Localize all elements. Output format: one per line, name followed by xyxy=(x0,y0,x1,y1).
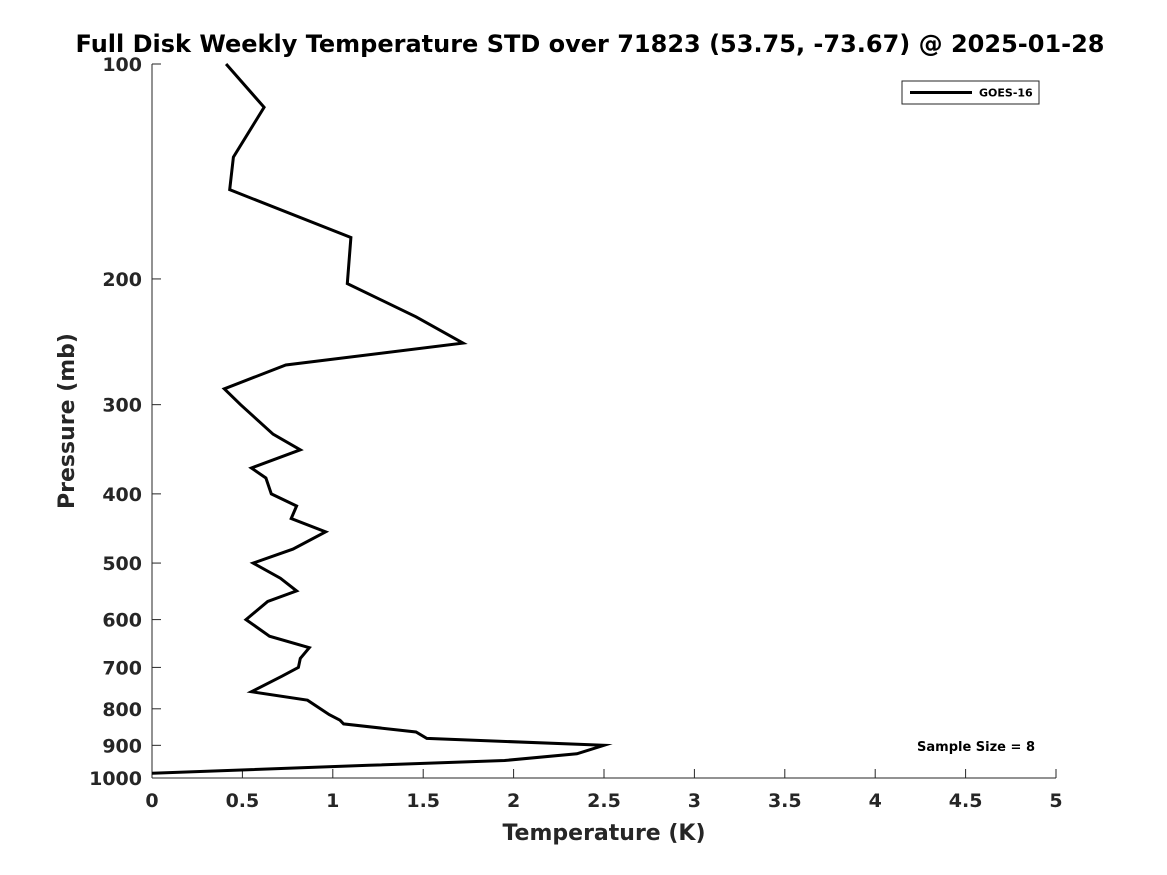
x-tick-label: 4.5 xyxy=(949,790,983,812)
y-tick-label: 100 xyxy=(102,54,142,76)
x-tick-label: 5 xyxy=(1049,790,1062,812)
y-tick-label: 900 xyxy=(102,735,142,757)
x-tick-label: 3 xyxy=(688,790,701,812)
axes xyxy=(151,64,1056,779)
y-ticks: 100 200 300 400 500 600 700 800 900 1000 xyxy=(89,54,161,790)
y-tick-label: 700 xyxy=(102,657,142,679)
series-line-goes-16 xyxy=(151,63,613,775)
sample-size-annotation: Sample Size = 8 xyxy=(917,740,1035,755)
y-tick-label: 500 xyxy=(102,553,142,575)
x-axis-label: Temperature (K) xyxy=(502,821,705,846)
legend-label-goes-16: GOES-16 xyxy=(979,87,1033,100)
y-tick-label: 200 xyxy=(102,269,142,291)
y-tick-label: 1000 xyxy=(89,768,142,790)
series-layer xyxy=(151,63,613,775)
x-tick-label: 1.5 xyxy=(406,790,440,812)
x-tick-label: 2 xyxy=(507,790,520,812)
legend[interactable]: GOES-16 xyxy=(901,80,1040,105)
x-tick-label: 0 xyxy=(145,790,158,812)
y-axis-label: Pressure (mb) xyxy=(55,333,80,509)
x-tick-label: 2.5 xyxy=(587,790,621,812)
x-tick-label: 1 xyxy=(326,790,339,812)
y-tick-label: 300 xyxy=(102,395,142,417)
y-tick-label: 800 xyxy=(102,699,142,721)
x-ticks: 0 0.5 1 1.5 2 2.5 3 3.5 4 4.5 5 xyxy=(145,769,1063,812)
y-tick-label: 400 xyxy=(102,484,142,506)
x-tick-label: 0.5 xyxy=(226,790,260,812)
x-tick-label: 3.5 xyxy=(768,790,802,812)
y-tick-label: 600 xyxy=(102,610,142,632)
x-tick-label: 4 xyxy=(869,790,882,812)
chart-title: Full Disk Weekly Temperature STD over 71… xyxy=(76,30,1105,58)
